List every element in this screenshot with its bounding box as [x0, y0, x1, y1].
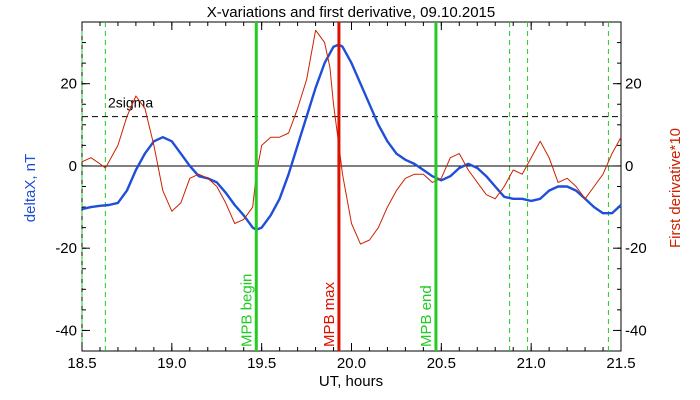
- series-deltax-line: [81, 43, 622, 231]
- y-tick-label-left-2: 0: [69, 158, 77, 175]
- x-tick-label-4: 20.5: [427, 355, 456, 372]
- chart-title: X-variations and first derivative, 09.10…: [207, 4, 496, 21]
- mpb-marker-label-0: MPB begin: [238, 274, 255, 347]
- x-tick-label-0: 18.5: [67, 355, 96, 372]
- y-tick-label-left-1: -20: [55, 240, 77, 257]
- y-tick-label-right-3: 20: [625, 76, 642, 93]
- x-tick-label-5: 21.0: [517, 355, 546, 372]
- y-tick-label-right-1: -20: [625, 240, 647, 257]
- x-tick-label-2: 19.5: [247, 355, 276, 372]
- y-tick-label-left-0: -40: [55, 322, 77, 339]
- threshold-label: 2sigma: [108, 95, 153, 111]
- plot-frame: [81, 21, 622, 352]
- mpb-marker-label-2: MPB end: [418, 285, 435, 347]
- x-tick-label-1: 19.0: [157, 355, 186, 372]
- x-tick-label-6: 21.5: [606, 355, 635, 372]
- x-axis-label: UT, hours: [319, 373, 383, 390]
- y-tick-label-right-0: -40: [625, 322, 647, 339]
- y-tick-label-right-2: 0: [625, 158, 633, 175]
- y-axis-label-left: deltaX, nT: [22, 154, 39, 222]
- x-tick-label-3: 20.0: [337, 355, 366, 372]
- mpb-marker-label-1: MPB max: [321, 281, 338, 347]
- y-tick-label-left-3: 20: [60, 76, 77, 93]
- plot-layer: 2sigma 18.5 19.0 19.5 20.0 20.5 21.0 21.5 -40 -20…: [55, 21, 647, 372]
- y-axis-label-right: First derivative*10: [667, 128, 684, 248]
